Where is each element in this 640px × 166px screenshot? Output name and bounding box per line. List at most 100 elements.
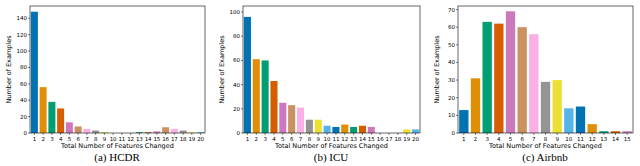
y-tick-label: 70 <box>448 7 455 13</box>
x-tick-label: 12 <box>589 136 596 142</box>
x-tick-label: 11 <box>118 136 125 142</box>
x-tick-label: 11 <box>332 136 339 142</box>
x-tick-label: 8 <box>308 136 312 142</box>
bar <box>57 108 64 133</box>
panel: 0204060801001234567891011121314151617181… <box>218 6 420 164</box>
bar <box>75 126 82 133</box>
x-tick-label: 19 <box>188 136 195 142</box>
x-tick-label: 4 <box>497 136 501 142</box>
y-tick <box>241 108 243 109</box>
x-tick-label: 8 <box>94 136 98 142</box>
bars <box>31 12 204 133</box>
y-tick <box>28 51 30 52</box>
x-tick-label: 18 <box>180 136 187 142</box>
x-tick-label: 8 <box>544 136 548 142</box>
y-tick-label: 40 <box>233 82 240 88</box>
plot-frame <box>30 6 205 133</box>
x-tick-label: 9 <box>103 136 107 142</box>
bar <box>253 59 260 133</box>
y-tick-label: 40 <box>448 59 455 65</box>
x-tick-label: 15 <box>153 136 160 142</box>
y-axis-label: Number of Examples <box>218 35 226 104</box>
x-tick-label: 5 <box>281 136 285 142</box>
y-tick-label: 60 <box>448 24 455 30</box>
y-tick-label: 60 <box>20 81 27 87</box>
y-tick-label: 0 <box>24 130 28 136</box>
y-tick-label: 20 <box>233 106 240 112</box>
x-tick-label: 13 <box>136 136 143 142</box>
x-axis-label: Total Number of Features Changed <box>60 142 174 150</box>
x-tick-label: 10 <box>324 136 331 142</box>
bar <box>341 125 348 133</box>
bar <box>83 129 90 133</box>
y-tick <box>241 60 243 61</box>
bar <box>288 105 295 133</box>
x-tick-label: 15 <box>368 136 375 142</box>
bars <box>459 11 632 133</box>
bar <box>92 131 99 133</box>
x-tick-label: 16 <box>377 136 384 142</box>
bar <box>306 120 313 133</box>
x-axis-label: Total Number of Features Changed <box>274 142 388 150</box>
x-tick-label: 12 <box>341 136 348 142</box>
x-tick-label: 4 <box>59 136 63 142</box>
x-tick-label: 6 <box>520 136 524 142</box>
x-tick-label: 2 <box>474 136 478 142</box>
x-tick-label: 6 <box>290 136 294 142</box>
x-tick-label: 10 <box>110 136 117 142</box>
y-tick-label: 20 <box>20 114 27 120</box>
bar <box>506 11 515 133</box>
bar <box>31 12 38 133</box>
bar <box>588 124 597 133</box>
x-tick-label: 7 <box>532 136 536 142</box>
panel: 0204060801001201401234567891011121314151… <box>5 6 205 164</box>
x-tick-label: 13 <box>350 136 357 142</box>
x-axis-label: Total Number of Features Changed <box>488 142 602 150</box>
bar <box>412 129 419 133</box>
y-tick-label: 30 <box>448 77 455 83</box>
y-tick <box>28 34 30 35</box>
figure: 0204060801001201401234567891011121314151… <box>0 0 640 166</box>
y-tick <box>456 62 458 63</box>
bar <box>262 60 269 133</box>
bar <box>518 27 527 133</box>
x-tick-label: 9 <box>316 136 320 142</box>
y-tick <box>28 67 30 68</box>
bar <box>350 127 357 133</box>
y-tick-label: 50 <box>448 42 455 48</box>
x-tick-label: 7 <box>85 136 89 142</box>
y-tick <box>456 44 458 45</box>
x-tick-label: 14 <box>145 136 152 142</box>
y-tick <box>456 115 458 116</box>
subtitle: (b) ICU <box>314 151 349 164</box>
x-tick-label: 3 <box>485 136 489 142</box>
x-tick-label: 12 <box>127 136 134 142</box>
x-tick-label: 14 <box>359 136 366 142</box>
x-tick-label: 15 <box>624 136 631 142</box>
subtitle: (a) HCDR <box>94 151 140 164</box>
x-tick-label: 5 <box>68 136 72 142</box>
y-tick-label: 120 <box>17 32 28 38</box>
x-tick-label: 10 <box>565 136 572 142</box>
y-tick <box>456 9 458 10</box>
bar <box>244 17 251 133</box>
bar <box>564 108 573 133</box>
bar <box>368 127 375 133</box>
bar <box>529 34 538 133</box>
bars <box>244 17 419 133</box>
x-tick-label: 16 <box>162 136 169 142</box>
bar <box>324 126 331 133</box>
y-tick-label: 60 <box>233 57 240 63</box>
y-tick-label: 20 <box>448 95 455 101</box>
y-tick-label: 40 <box>20 97 27 103</box>
bar <box>576 107 585 133</box>
y-tick-label: 0 <box>237 130 241 136</box>
x-tick-label: 20 <box>412 136 419 142</box>
y-tick-label: 0 <box>452 130 456 136</box>
x-tick-label: 17 <box>171 136 178 142</box>
x-tick-label: 19 <box>403 136 410 142</box>
y-tick <box>241 36 243 37</box>
y-tick <box>241 133 243 134</box>
y-tick-label: 80 <box>233 33 240 39</box>
y-tick <box>241 84 243 85</box>
